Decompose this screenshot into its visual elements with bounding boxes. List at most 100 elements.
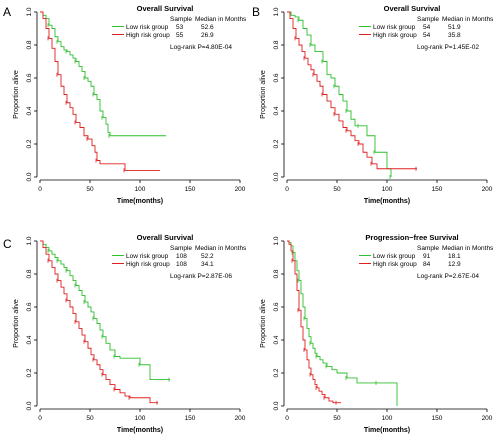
panel-2-x-tick-label: 50 [333, 186, 341, 193]
panel-2-x-tick-label: 200 [482, 186, 493, 193]
panel-2-legend-sample: 54 [423, 24, 431, 31]
panel-3-y-tick-label: 0.8 [26, 269, 33, 278]
panel-2-pvalue: Log-rank P=1.45E-02 [417, 44, 479, 51]
panel-3-legend-sample: 108 [176, 253, 187, 260]
panel-3-x-tick-label: 50 [86, 415, 94, 422]
panel-3-legend-label: High risk group [126, 261, 170, 268]
panel-4-legend-label: High risk group [373, 261, 417, 268]
panel-4-y-tick-label: 0.4 [273, 335, 280, 344]
panel-2-x-tick-label: 0 [285, 186, 289, 193]
panel-2-legend-median: 51.9 [448, 24, 461, 31]
panel-1-title: Overall Survival [137, 4, 194, 13]
panel-2-y-tick-label: 1.0 [273, 7, 280, 16]
panel-2-legend-median: 35.8 [448, 32, 461, 39]
panel-4-x-axis-label: Time(months) [364, 427, 410, 434]
panel-4-title: Progression−free Survival [365, 233, 458, 242]
panel-3-x-tick-label: 0 [38, 415, 42, 422]
panel-1-y-tick-label: 0.0 [26, 172, 33, 181]
panel-4-legend-header-median: Median in Months [442, 245, 494, 252]
panel-1-x-tick-label: 150 [185, 186, 196, 193]
panel-1-y-tick-label: 0.8 [26, 40, 33, 49]
panel-4-y-axis-label: Proportion alive [260, 299, 267, 348]
panel-3-x-axis-label: Time(months) [117, 427, 163, 434]
panel-4-legend-sample: 84 [423, 261, 431, 268]
panel-1-legend-label: Low risk group [126, 24, 169, 31]
panel-4-pvalue: Log-rank P=2.67E-04 [417, 273, 479, 280]
panel-4-x-tick-label: 100 [382, 415, 393, 422]
panel-4-x-tick-label: 150 [432, 415, 443, 422]
panel-1-series-high-line [40, 11, 160, 171]
panel-1-legend-header-sample: Sample [170, 16, 192, 23]
panel-2-y-tick-label: 0.2 [273, 139, 280, 148]
panel-4-x-tick-label: 50 [333, 415, 341, 422]
panel-3-legend-median: 34.1 [201, 261, 214, 268]
panel-3-y-tick-label: 1.0 [26, 236, 33, 245]
panel-1-legend-median: 52.6 [201, 24, 214, 31]
panel-3-y-tick-label: 0.4 [26, 335, 33, 344]
panel-2-series-low-line [287, 11, 392, 177]
panel-3-pvalue: Log-rank P=2.87E-06 [170, 273, 232, 280]
panel-4-y-tick-label: 0.0 [273, 401, 280, 410]
panel-2-y-tick-label: 0.0 [273, 172, 280, 181]
panel-4-legend-sample: 91 [423, 253, 431, 260]
panel-1-y-tick-label: 0.6 [26, 73, 33, 82]
panel-1-legend-median: 26.9 [201, 32, 214, 39]
panel-1-legend-sample: 53 [176, 24, 184, 31]
panel-1-series-low-line [40, 11, 166, 137]
panel-2-y-tick-label: 0.8 [273, 40, 280, 49]
panel-1-y-tick-label: 0.2 [26, 139, 33, 148]
panel-4-y-tick-label: 0.2 [273, 368, 280, 377]
panel-2-y-axis-label: Proportion alive [260, 70, 267, 119]
panel-2-legend-sample: 54 [423, 32, 431, 39]
panel-2-legend-label: High risk group [373, 32, 417, 39]
panel-2-title: Overall Survival [384, 4, 441, 13]
panel-4-legend-label: Low risk group [373, 253, 416, 260]
panel-3-legend-sample: 108 [176, 261, 187, 268]
panel-2-x-axis-label: Time(months) [364, 198, 410, 205]
panel-1-x-axis-label: Time(months) [117, 198, 163, 205]
panel-2-letter: B [252, 5, 260, 19]
panel-2-legend-header-sample: Sample [417, 16, 439, 23]
panel-4-y-tick-label: 0.8 [273, 269, 280, 278]
panel-4-x-tick-label: 200 [482, 415, 493, 422]
panel-1-legend-header-median: Median in Months [195, 16, 247, 23]
panel-3-legend-label: Low risk group [126, 253, 169, 260]
panel-3-series-low-line [40, 240, 170, 381]
panel-3-letter: C [3, 237, 12, 251]
panel-1-y-axis-label: Proportion alive [13, 70, 20, 119]
panel-3-y-tick-label: 0.6 [26, 302, 33, 311]
panel-1-letter: A [3, 5, 11, 19]
panel-1-x-tick-label: 0 [38, 186, 42, 193]
panel-1-y-tick-label: 1.0 [26, 7, 33, 16]
panel-1-y-tick-label: 0.4 [26, 106, 33, 115]
panel-3-x-tick-label: 100 [135, 415, 146, 422]
panel-3-y-tick-label: 0.0 [26, 401, 33, 410]
panel-2-x-tick-label: 100 [382, 186, 393, 193]
panel-4-series-high-line [287, 240, 341, 404]
panel-4-legend-median: 12.9 [448, 261, 461, 268]
panel-1-x-tick-label: 100 [135, 186, 146, 193]
panel-3-x-tick-label: 200 [235, 415, 246, 422]
panel-4-legend-median: 18.1 [448, 253, 461, 260]
panel-3-legend-median: 52.2 [201, 253, 214, 260]
panel-3-title: Overall Survival [137, 233, 194, 242]
panel-1-pvalue: Log-rank P=4.80E-04 [170, 44, 232, 51]
panel-2-legend-header-median: Median in Months [442, 16, 494, 23]
panel-1-legend-sample: 55 [176, 32, 184, 39]
panel-2-x-tick-label: 150 [432, 186, 443, 193]
panel-4-legend-header-sample: Sample [417, 245, 439, 252]
panel-1-x-tick-label: 200 [235, 186, 246, 193]
panel-3-y-tick-label: 0.2 [26, 368, 33, 377]
panel-2-y-tick-label: 0.4 [273, 106, 280, 115]
panel-3-series-high-line [40, 240, 158, 404]
panel-4-y-tick-label: 0.6 [273, 302, 280, 311]
panel-2-legend-label: Low risk group [373, 24, 416, 31]
panel-3-legend-header-sample: Sample [170, 245, 192, 252]
panel-3-legend-header-median: Median in Months [195, 245, 247, 252]
panel-3-x-tick-label: 150 [185, 415, 196, 422]
panel-1-x-tick-label: 50 [86, 186, 94, 193]
panel-4-x-tick-label: 0 [285, 415, 289, 422]
panel-2-y-tick-label: 0.6 [273, 73, 280, 82]
panel-1-legend-label: High risk group [126, 32, 170, 39]
